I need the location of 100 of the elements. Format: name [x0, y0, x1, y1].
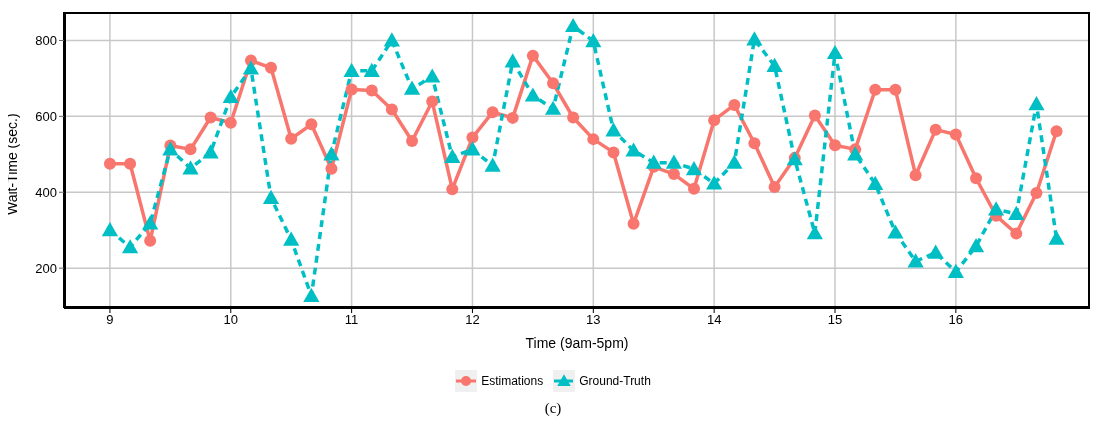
point — [446, 183, 459, 196]
point — [967, 238, 985, 253]
point — [426, 95, 439, 108]
point — [1028, 96, 1045, 111]
point — [323, 146, 340, 161]
point — [685, 161, 703, 176]
y-tick-label: 400 — [35, 184, 57, 200]
point — [645, 154, 662, 169]
point — [385, 103, 398, 116]
point — [887, 224, 904, 239]
point — [988, 201, 1005, 216]
point — [504, 53, 521, 68]
point — [607, 146, 620, 159]
point — [101, 222, 119, 237]
point — [103, 157, 116, 170]
point — [406, 135, 419, 148]
x-tick-label: 16 — [948, 312, 964, 328]
point — [444, 148, 461, 164]
point — [970, 172, 983, 185]
point — [929, 123, 942, 136]
point — [283, 231, 300, 246]
point — [708, 114, 721, 127]
point — [706, 175, 723, 190]
x-tick-label: 13 — [586, 312, 601, 328]
point — [547, 77, 560, 90]
point — [1050, 125, 1063, 138]
point — [1008, 205, 1025, 220]
point — [124, 157, 137, 170]
point — [826, 44, 844, 60]
point — [265, 61, 278, 74]
point — [363, 62, 380, 77]
point — [869, 83, 882, 96]
point — [1010, 227, 1023, 240]
legend-label: Ground-Truth — [579, 374, 651, 388]
point — [766, 57, 783, 72]
point — [305, 118, 318, 131]
point — [746, 31, 763, 46]
point — [403, 80, 421, 95]
point — [524, 87, 541, 102]
point — [262, 189, 280, 205]
x-tick-label: 12 — [465, 312, 480, 328]
point — [224, 116, 237, 129]
point — [383, 32, 400, 47]
point — [285, 132, 298, 145]
point — [907, 253, 924, 268]
point — [365, 84, 378, 97]
point — [1030, 187, 1043, 200]
point — [947, 263, 964, 279]
point — [343, 62, 360, 77]
point — [484, 157, 501, 172]
point — [182, 160, 199, 175]
point — [889, 83, 902, 96]
point — [587, 133, 600, 146]
point — [728, 98, 741, 111]
point — [627, 217, 640, 230]
point — [867, 175, 884, 190]
point — [526, 49, 539, 62]
x-tick-label: 10 — [223, 312, 238, 328]
point — [829, 139, 842, 152]
point — [222, 88, 239, 104]
point — [162, 141, 179, 156]
x-tick-label: 14 — [706, 312, 722, 328]
point — [665, 154, 683, 169]
point — [1048, 230, 1065, 245]
point — [687, 182, 700, 195]
point — [585, 33, 602, 48]
point — [565, 17, 582, 33]
point — [667, 168, 680, 181]
point — [204, 111, 217, 124]
point — [544, 100, 562, 115]
point — [142, 215, 159, 230]
point — [184, 143, 197, 156]
x-tick-label: 15 — [827, 312, 843, 328]
point — [748, 137, 761, 150]
point — [949, 128, 962, 141]
point — [847, 146, 864, 161]
point — [122, 239, 139, 254]
y-tick-label: 600 — [35, 108, 57, 124]
point — [325, 162, 338, 175]
point — [486, 106, 499, 119]
x-axis-title: Time (9am-5pm) — [525, 335, 629, 351]
point — [625, 142, 642, 157]
point — [144, 234, 157, 247]
y-tick-label: 800 — [35, 33, 57, 49]
point — [605, 122, 622, 137]
point — [466, 131, 479, 144]
point — [506, 111, 519, 124]
legend-label: Estimations — [481, 374, 544, 388]
point — [464, 141, 481, 156]
point — [303, 287, 320, 302]
x-tick-label: 9 — [106, 312, 114, 328]
text: (c) — [543, 400, 563, 417]
point — [768, 180, 781, 193]
point — [345, 83, 358, 96]
point — [726, 154, 743, 169]
point — [808, 109, 821, 122]
point — [806, 225, 823, 240]
point — [202, 144, 219, 159]
point — [927, 244, 944, 259]
point — [424, 68, 441, 83]
